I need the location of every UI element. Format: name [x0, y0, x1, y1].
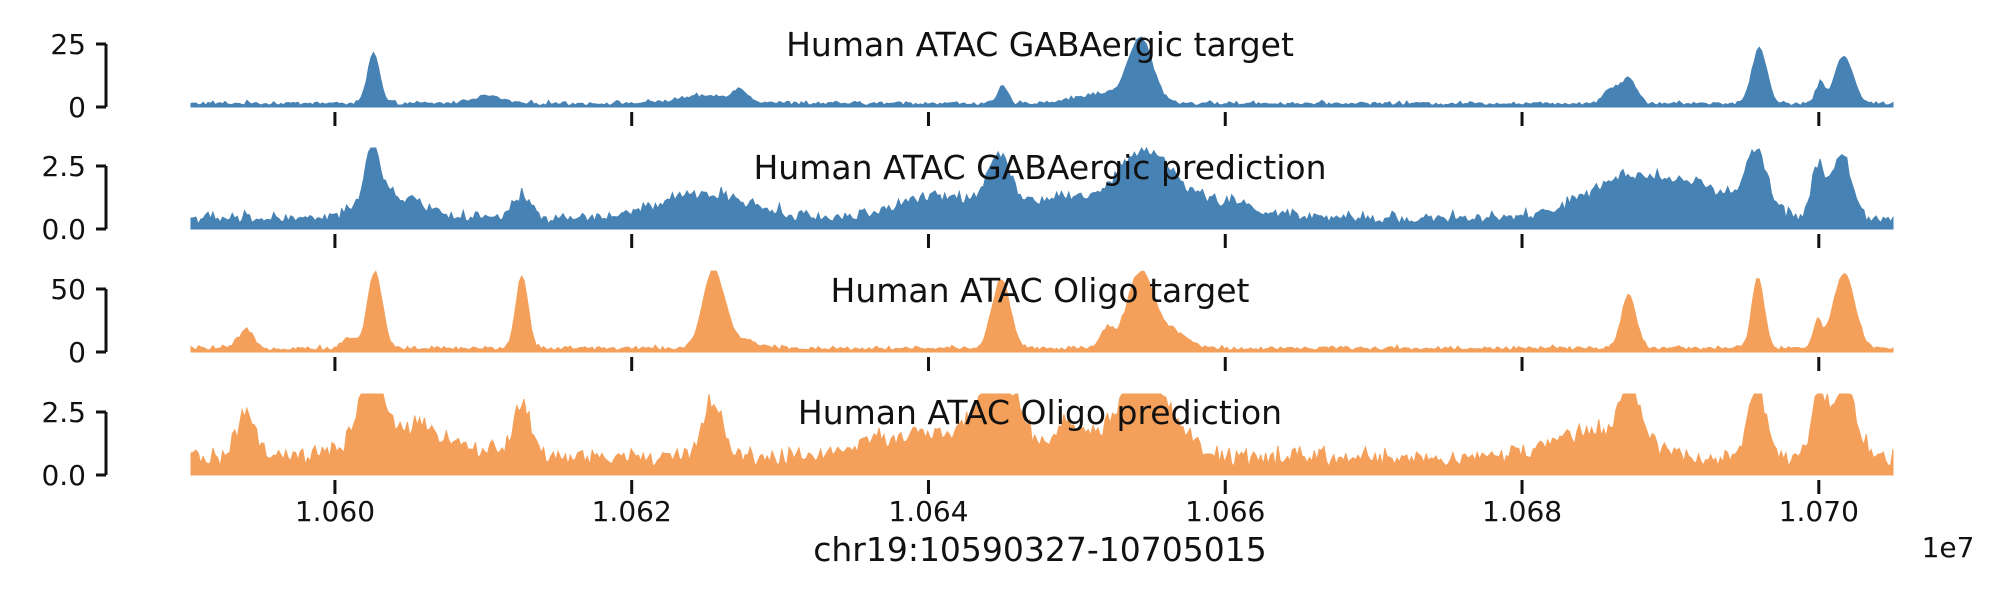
y-tick-label: 0.0	[41, 213, 86, 246]
signal-area	[190, 36, 1894, 108]
panel-title: Human ATAC Oligo prediction	[798, 393, 1282, 432]
track-panel-1: Human ATAC GABAergic target 0 25	[50, 25, 1894, 126]
y-tick-label: 0	[68, 336, 86, 369]
y-tick-label: 0	[68, 91, 86, 124]
x-tick-label: 1.060	[295, 495, 375, 528]
y-tick-label: 0.0	[41, 459, 86, 492]
signal-area	[190, 270, 1894, 353]
signal-area	[190, 146, 1894, 230]
y-tick-label: 50	[50, 273, 86, 306]
y-tick-label: 2.5	[41, 396, 86, 429]
x-tick-label: 1.070	[1779, 495, 1859, 528]
x-tick-label: 1.064	[888, 495, 968, 528]
panel-title: Human ATAC GABAergic prediction	[753, 148, 1326, 187]
x-axis-label: chr19:10590327-10705015	[813, 530, 1267, 569]
y-tick-label: 25	[50, 28, 86, 61]
track-panel-2: Human ATAC GABAergic prediction 0.0 2.5	[41, 146, 1894, 248]
x-tick-label: 1.068	[1482, 495, 1562, 528]
signal-area	[190, 393, 1894, 476]
track-panel-4: Human ATAC Oligo prediction 0.0 2.5 1.060 1.…	[41, 393, 1894, 528]
x-tick-label: 1.066	[1185, 495, 1265, 528]
track-panel-3: Human ATAC Oligo target 0 50	[50, 270, 1894, 371]
x-tick-label: 1.062	[592, 495, 672, 528]
x-axis-scale-label: 1e7	[1922, 531, 1975, 564]
panel-title: Human ATAC Oligo target	[831, 271, 1250, 310]
y-tick-label: 2.5	[41, 150, 86, 183]
panel-title: Human ATAC GABAergic target	[786, 25, 1294, 64]
